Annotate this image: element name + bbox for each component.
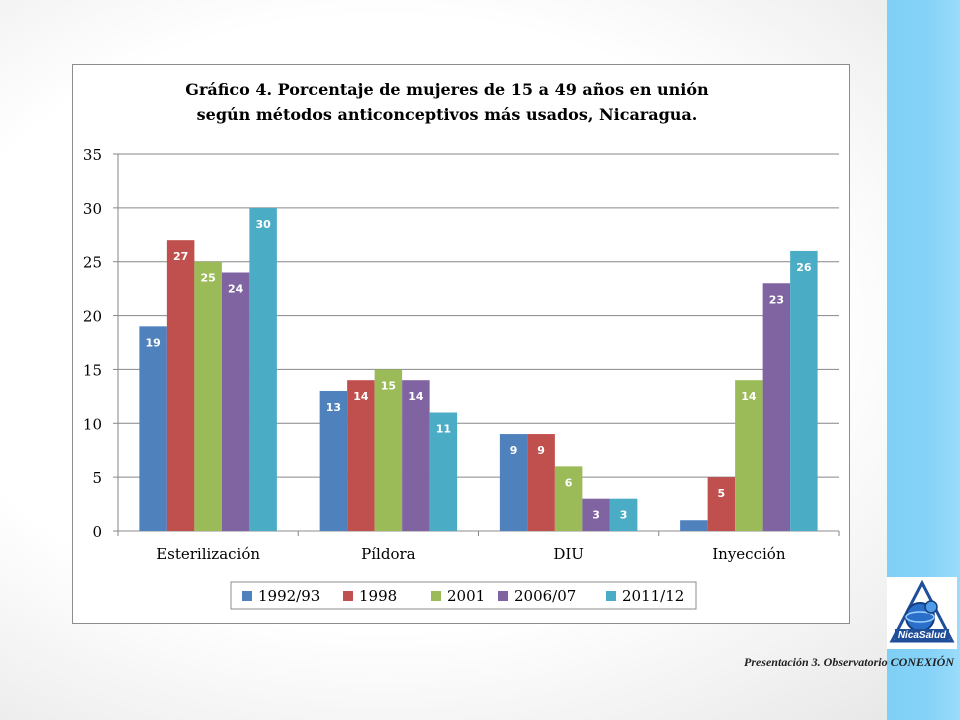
chart-title-line-2: según métodos anticonceptivos más usados… xyxy=(197,105,698,124)
bar xyxy=(680,520,708,531)
chart-area: Gráfico 4. Porcentaje de mujeres de 15 a… xyxy=(72,64,850,624)
y-tick-label: 35 xyxy=(83,146,102,164)
y-tick-label: 20 xyxy=(83,308,102,326)
data-label: 9 xyxy=(537,444,545,457)
bar xyxy=(166,240,195,531)
y-tick-label: 5 xyxy=(92,469,102,487)
x-axis: Esterilización Píldora DIU Inyección xyxy=(117,531,840,563)
data-label: 14 xyxy=(408,390,424,403)
bar xyxy=(374,369,403,531)
data-label: 15 xyxy=(381,379,396,392)
bar xyxy=(554,466,583,531)
bar xyxy=(735,380,763,531)
svg-text:NicaSalud: NicaSalud xyxy=(898,630,947,641)
bar xyxy=(249,207,277,531)
data-label: 9 xyxy=(510,444,518,457)
bar xyxy=(527,434,555,531)
y-axis: 0 5 10 15 20 25 30 35 xyxy=(83,146,119,541)
chart-title: Gráfico 4. Porcentaje de mujeres de 15 a… xyxy=(185,80,709,124)
y-tick-label: 0 xyxy=(92,523,102,541)
x-tick-label: Inyección xyxy=(712,545,786,563)
chart-title-line-1: Gráfico 4. Porcentaje de mujeres de 15 a… xyxy=(185,80,709,99)
bar xyxy=(194,261,222,531)
bar xyxy=(402,380,430,531)
x-tick-label: Esterilización xyxy=(156,545,260,563)
legend-swatch xyxy=(343,591,353,601)
y-tick-label: 30 xyxy=(83,200,102,218)
legend-box xyxy=(230,581,697,610)
y-tick-label: 25 xyxy=(83,254,102,272)
data-label: 14 xyxy=(741,390,757,403)
legend-swatch xyxy=(606,591,616,601)
legend: 1992/93 1998 2001 2006/07 2011/12 xyxy=(230,581,697,610)
data-label: 3 xyxy=(620,509,628,522)
legend-swatch xyxy=(431,591,441,601)
legend-label: 1992/93 xyxy=(258,587,320,605)
data-label: 1 xyxy=(690,530,698,543)
data-label: 11 xyxy=(436,423,451,436)
data-label: 27 xyxy=(173,250,188,263)
legend-swatch xyxy=(242,591,252,601)
bar xyxy=(429,412,458,531)
data-label: 13 xyxy=(326,401,341,414)
nicasalud-logo: NicaSalud xyxy=(887,577,957,649)
x-tick-label: Píldora xyxy=(361,545,415,563)
bar xyxy=(139,326,167,531)
bar xyxy=(609,498,638,531)
slide-caption: Presentación 3. Observatorio CONEXIÓN xyxy=(743,655,954,669)
bar-chart: Gráfico 4. Porcentaje de mujeres de 15 a… xyxy=(83,80,840,610)
bar xyxy=(762,283,791,531)
data-label: 30 xyxy=(255,218,271,231)
data-label: 24 xyxy=(228,282,244,295)
legend-label: 2006/07 xyxy=(514,587,576,605)
bar xyxy=(221,272,250,531)
data-label: 5 xyxy=(718,487,726,500)
data-label: 25 xyxy=(200,272,215,285)
data-label: 19 xyxy=(145,336,160,349)
bar xyxy=(582,498,610,531)
bar xyxy=(319,390,348,531)
data-label: 3 xyxy=(592,509,600,522)
y-tick-label: 10 xyxy=(83,415,102,433)
data-label: 6 xyxy=(565,476,573,489)
y-tick-label: 15 xyxy=(83,361,102,379)
legend-label: 1998 xyxy=(359,587,397,605)
legend-label: 2001 xyxy=(447,587,485,605)
bar xyxy=(790,250,818,531)
legend-swatch xyxy=(498,591,508,601)
bar xyxy=(499,434,528,531)
data-label: 26 xyxy=(796,261,812,274)
data-label: 23 xyxy=(769,293,784,306)
data-label: 14 xyxy=(353,390,369,403)
x-tick-label: DIU xyxy=(553,545,584,563)
legend-label: 2011/12 xyxy=(622,587,684,605)
bar xyxy=(707,477,736,531)
bar xyxy=(347,380,375,531)
